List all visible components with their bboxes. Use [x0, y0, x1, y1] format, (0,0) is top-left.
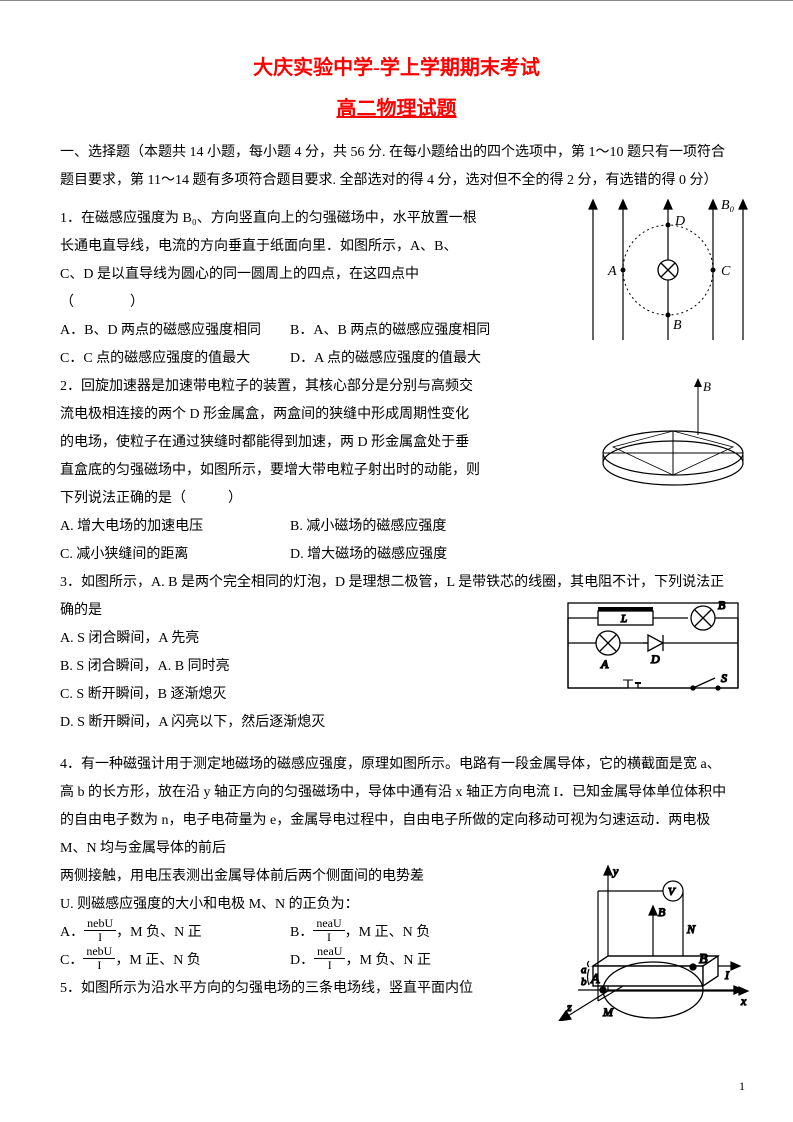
q4-text: 4．有一种磁强计用于测定地磁场的磁感应强度，原理如图所示。电路有一段金属导体，它…: [60, 751, 733, 863]
svg-text:B: B: [673, 318, 682, 333]
svg-text:D: D: [650, 652, 660, 666]
svg-text:C: C: [721, 264, 731, 279]
svg-text:L: L: [620, 613, 627, 625]
q2-option-a: A. 增大电场的加速电压: [60, 513, 290, 541]
q5-text: 5．如图所示为沿水平方向的匀强电场的三条电场线，竖直平面内位: [60, 975, 500, 1003]
svg-text:S: S: [721, 671, 727, 685]
q1-option-d: D．A 点的磁感应强度的值最大: [290, 345, 520, 373]
q4-option-d: D．neaUI，M 负、N 正: [290, 947, 520, 975]
svg-text:B: B: [699, 952, 708, 967]
svg-text:B: B: [658, 905, 666, 919]
q4-option-a: A．nebUI，M 负、N 正: [60, 919, 290, 947]
question-2: 2．回旋加速器是加速带电粒子的装置，其核心部分是分别与高频交流电极相连接的两个 …: [60, 373, 733, 569]
section-intro: 一、选择题（本题共 14 小题，每小题 4 分，共 56 分. 在每小题给出的四…: [60, 139, 733, 195]
q4-option-c: C．nebUI，M 正、N 负: [60, 947, 290, 975]
svg-text:D: D: [674, 214, 685, 229]
q2-option-d: D. 增大磁场的磁感应强度: [290, 541, 520, 569]
question-1: 1．在磁感应强度为 B₀、方向竖直向上的匀强磁场中，水平放置一根长通电直导线，电…: [60, 205, 733, 373]
svg-text:B₀: B₀: [721, 198, 735, 213]
question-5: 5．如图所示为沿水平方向的匀强电场的三条电场线，竖直平面内位 A B: [60, 975, 733, 1003]
svg-text:A: A: [590, 972, 600, 987]
figure-1: A C D B B₀: [573, 195, 763, 356]
q1-option-c: C．C 点的磁感应强度的值最大: [60, 345, 290, 373]
q1-text: 1．在磁感应强度为 B₀、方向竖直向上的匀强磁场中，水平放置一根长通电直导线，电…: [60, 205, 480, 317]
spacer: [60, 737, 733, 751]
question-4: 4．有一种磁强计用于测定地磁场的磁感应强度，原理如图所示。电路有一段金属导体，它…: [60, 751, 733, 975]
q1-option-b: B．A、B 两点的磁感应强度相同: [290, 317, 520, 345]
svg-text:A: A: [607, 264, 617, 279]
question-3: 3．如图所示，A. B 是两个完全相同的灯泡，D 是理想二极管，L 是带铁芯的线…: [60, 569, 733, 737]
q2-option-b: B. 减小磁场的磁感应强度: [290, 513, 520, 541]
page: 大庆实验中学-学上学期期末考试 高二物理试题 一、选择题（本题共 14 小题，每…: [0, 0, 793, 1122]
svg-text:B: B: [718, 598, 726, 612]
svg-text:N: N: [686, 922, 696, 936]
svg-text:A: A: [600, 657, 609, 671]
page-number: 1: [739, 1079, 745, 1094]
q2-option-c: C. 减小狭缝间的距离: [60, 541, 290, 569]
title-main: 大庆实验中学-学上学期期末考试: [60, 51, 733, 80]
figure-5: A B: [573, 945, 743, 1036]
q4-option-b: B．neaUI，M 正、N 负: [290, 919, 520, 947]
figure-2: B: [583, 373, 763, 514]
q4-text2: 两侧接触，用电压表测出金属导体前后两个侧面间的电势差: [60, 863, 500, 891]
q4-text3: U. 则磁感应强度的大小和电极 M、N 的正负为：: [60, 891, 500, 919]
figure-3: L B A: [553, 593, 753, 714]
svg-text:y: y: [612, 864, 619, 878]
svg-text:B: B: [703, 379, 711, 394]
q1-option-a: A．B、D 两点的磁感应强度相同: [60, 317, 290, 345]
q2-text: 2．回旋加速器是加速带电粒子的装置，其核心部分是分别与高频交流电极相连接的两个 …: [60, 373, 480, 513]
title-sub: 高二物理试题: [60, 92, 733, 121]
